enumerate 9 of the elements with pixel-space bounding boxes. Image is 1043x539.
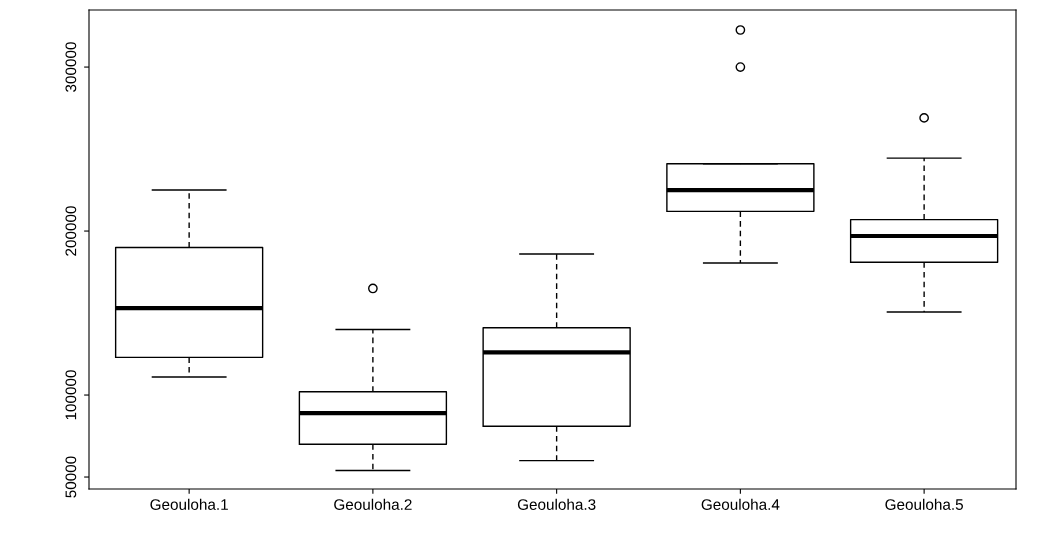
y-tick-label: 100000	[65, 370, 77, 420]
y-tick-label: 200000	[65, 206, 77, 256]
y-tick-label: 300000	[65, 42, 77, 92]
x-tick-label: Geouloha.4	[701, 498, 780, 510]
x-tick-label: Geouloha.5	[885, 498, 963, 510]
x-tick-label: Geouloha.2	[334, 498, 412, 510]
y-tick-label: 50000	[65, 456, 77, 498]
x-tick-label: Geouloha.3	[517, 498, 596, 510]
x-tick-label: Geouloha.1	[150, 498, 228, 510]
